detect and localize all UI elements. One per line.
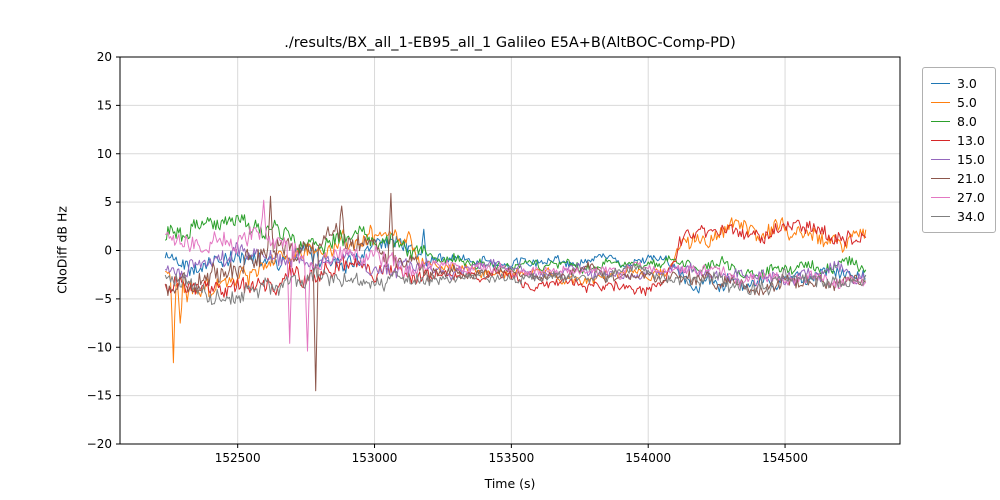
legend-item-8.0: 8.0 bbox=[931, 112, 985, 131]
legend: 3.0 5.0 8.0 13.0 15.0 21.0 27.0 34.0 bbox=[922, 67, 996, 233]
y-tick-label: −5 bbox=[94, 292, 112, 306]
y-tick-label: 15 bbox=[97, 98, 112, 112]
legend-item-27.0: 27.0 bbox=[931, 188, 985, 207]
legend-line-swatch bbox=[931, 102, 950, 103]
y-tick-label: 0 bbox=[104, 244, 112, 258]
legend-line-swatch bbox=[931, 83, 950, 84]
axes-frame bbox=[119, 56, 901, 445]
x-tick-label: 154500 bbox=[762, 451, 808, 465]
legend-item-15.0: 15.0 bbox=[931, 150, 985, 169]
series-line-34.0 bbox=[164, 263, 867, 305]
chart-title: ./results/BX_all_1-EB95_all_1 Galileo E5… bbox=[284, 35, 736, 51]
legend-item-34.0: 34.0 bbox=[931, 207, 985, 226]
legend-label: 13.0 bbox=[957, 133, 985, 148]
y-tick-label: −10 bbox=[87, 340, 112, 354]
y-tick-label: −20 bbox=[87, 437, 112, 451]
legend-line-swatch bbox=[931, 140, 950, 141]
legend-label: 21.0 bbox=[957, 171, 985, 186]
y-tick-label: 10 bbox=[97, 147, 112, 161]
legend-item-3.0: 3.0 bbox=[931, 74, 985, 93]
legend-label: 15.0 bbox=[957, 152, 985, 167]
legend-line-swatch bbox=[931, 216, 950, 217]
legend-line-swatch bbox=[931, 159, 950, 160]
series-line-8.0 bbox=[164, 214, 867, 281]
y-tick-label: 5 bbox=[104, 195, 112, 209]
legend-item-5.0: 5.0 bbox=[931, 93, 985, 112]
legend-item-21.0: 21.0 bbox=[931, 169, 985, 188]
legend-label: 27.0 bbox=[957, 190, 985, 205]
legend-line-swatch bbox=[931, 121, 950, 122]
series-line-27.0 bbox=[164, 199, 867, 352]
legend-item-13.0: 13.0 bbox=[931, 131, 985, 150]
legend-label: 8.0 bbox=[957, 114, 977, 129]
series-line-15.0 bbox=[164, 242, 867, 286]
x-tick-label: 153500 bbox=[488, 451, 534, 465]
legend-label: 34.0 bbox=[957, 209, 985, 224]
y-tick-label: −15 bbox=[87, 389, 112, 403]
legend-line-swatch bbox=[931, 178, 950, 179]
y-tick-label: 20 bbox=[97, 50, 112, 64]
x-axis-label: Time (s) bbox=[484, 476, 536, 491]
x-tick-label: 153000 bbox=[352, 451, 398, 465]
legend-label: 5.0 bbox=[957, 95, 977, 110]
series-line-5.0 bbox=[165, 217, 867, 364]
legend-label: 3.0 bbox=[957, 76, 977, 91]
x-tick-label: 154000 bbox=[625, 451, 671, 465]
x-tick-label: 152500 bbox=[215, 451, 261, 465]
legend-line-swatch bbox=[931, 197, 950, 198]
